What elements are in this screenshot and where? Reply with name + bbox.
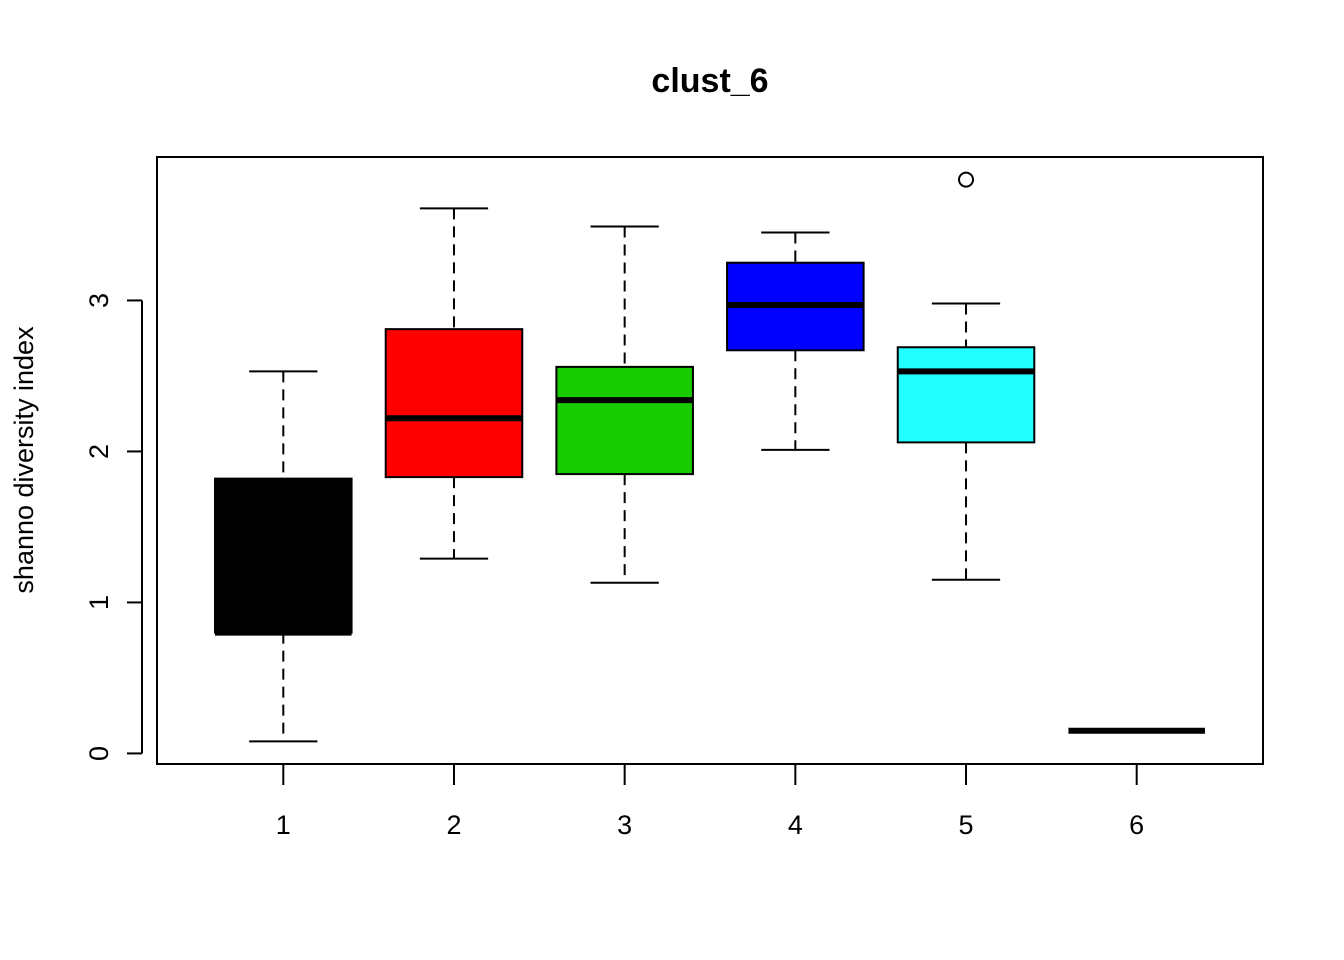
y-axis-label: shanno diversity index bbox=[9, 326, 39, 594]
box-2 bbox=[384, 328, 524, 479]
box-group-5 bbox=[896, 171, 1036, 581]
box-group-3 bbox=[555, 225, 694, 584]
y-tick-label: 1 bbox=[84, 595, 114, 610]
x-tick-label: 1 bbox=[276, 810, 291, 840]
y-tick-label: 0 bbox=[84, 746, 114, 761]
x-tick-label: 3 bbox=[617, 810, 632, 840]
box-group-2 bbox=[384, 207, 524, 560]
x-tick-label: 4 bbox=[788, 810, 803, 840]
y-tick-label: 3 bbox=[84, 293, 114, 308]
x-tick-label: 6 bbox=[1129, 810, 1144, 840]
plot-frame bbox=[156, 156, 1264, 765]
box-group-4 bbox=[726, 231, 865, 451]
x-tick-label: 5 bbox=[959, 810, 974, 840]
box-group-1 bbox=[214, 370, 353, 743]
chart-title: clust_6 bbox=[651, 62, 768, 100]
x-axis: 1 2 3 4 5 6 bbox=[276, 763, 1144, 840]
outlier-point bbox=[958, 171, 975, 188]
box-3 bbox=[555, 365, 694, 476]
y-tick-label: 2 bbox=[84, 444, 114, 459]
box-1 bbox=[214, 477, 353, 634]
x-tick-label: 2 bbox=[446, 810, 461, 840]
y-axis: 0 1 2 3 bbox=[84, 293, 143, 761]
box-5 bbox=[896, 346, 1036, 444]
boxes-layer bbox=[214, 171, 1205, 743]
